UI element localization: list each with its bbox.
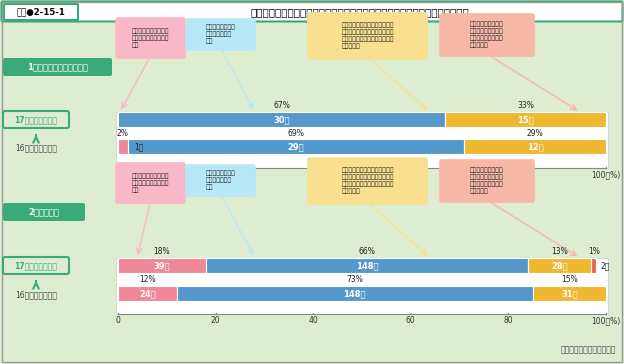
Text: 148件: 148件 — [343, 289, 366, 298]
Text: 80: 80 — [504, 170, 513, 179]
FancyBboxPatch shape — [115, 162, 185, 203]
Text: 1．施策目標（基本目標）: 1．施策目標（基本目標） — [27, 63, 88, 71]
Text: 2件: 2件 — [601, 261, 610, 270]
Text: 16年度実績評価書: 16年度実績評価書 — [15, 290, 57, 299]
Text: 想定どおりには達成
できなかった・想定
したとおりには進捗
していない: 想定どおりには達成 できなかった・想定 したとおりには進捗 していない — [470, 168, 504, 194]
Text: 60: 60 — [406, 316, 416, 325]
Text: 148件: 148件 — [356, 261, 378, 270]
Bar — [464, 139, 606, 154]
Text: 一定の成果が上がっているが、
一部については想定どおり達成
できなかった・進捗にやや遅れ
が見られる: 一定の成果が上がっているが、 一部については想定どおり達成 できなかった・進捗に… — [341, 23, 394, 49]
Bar — [116, 112, 608, 168]
Text: 想定した以上に達成・
想定した以上に順調に
進捗: 想定した以上に達成・ 想定した以上に順調に 進捗 — [132, 28, 169, 48]
Text: 39件: 39件 — [154, 261, 170, 270]
Text: 16年度実績評価書: 16年度実績評価書 — [15, 143, 57, 152]
FancyBboxPatch shape — [115, 17, 185, 59]
Text: 15件: 15件 — [517, 115, 534, 124]
Text: 15%: 15% — [561, 276, 578, 285]
Bar — [118, 258, 206, 273]
Bar — [528, 258, 592, 273]
Text: 40: 40 — [308, 170, 318, 179]
Text: 60: 60 — [406, 170, 416, 179]
FancyBboxPatch shape — [3, 203, 85, 221]
Text: 20: 20 — [211, 316, 220, 325]
Text: 想定どおり達成・
おおむね順調に
進捗: 想定どおり達成・ おおむね順調に 進捗 — [205, 171, 235, 190]
Text: 17年度実績評価書: 17年度実績評価書 — [14, 115, 57, 124]
Bar — [206, 258, 528, 273]
Text: 80: 80 — [504, 316, 513, 325]
Text: 12件: 12件 — [527, 142, 544, 151]
Bar — [592, 258, 597, 273]
FancyBboxPatch shape — [185, 165, 255, 197]
Text: 33%: 33% — [517, 102, 534, 111]
Text: 1件: 1件 — [135, 142, 144, 151]
FancyBboxPatch shape — [3, 58, 112, 76]
Text: 100（%): 100（%) — [592, 316, 621, 325]
Text: 18%: 18% — [154, 248, 170, 257]
Text: 24件: 24件 — [139, 289, 155, 298]
Text: 12%: 12% — [139, 276, 155, 285]
Text: 31件: 31件 — [561, 289, 578, 298]
Text: 100（%): 100（%) — [592, 170, 621, 179]
Text: 図表●2-15-1: 図表●2-15-1 — [17, 8, 66, 16]
Text: 0: 0 — [115, 170, 120, 179]
Text: 2%: 2% — [117, 128, 129, 138]
Text: 40: 40 — [308, 316, 318, 325]
Text: 69%: 69% — [288, 128, 305, 138]
Bar — [533, 286, 606, 301]
FancyBboxPatch shape — [185, 19, 255, 51]
Text: 文部科学省実績評価書における施策目標（基本目標）・達成目標の達成度合い: 文部科学省実績評価書における施策目標（基本目標）・達成目標の達成度合い — [251, 7, 469, 17]
Bar — [128, 139, 464, 154]
FancyBboxPatch shape — [439, 13, 535, 56]
Text: 想定した以上に達成・
想定した以上に順調に
進捗: 想定した以上に達成・ 想定した以上に順調に 進捗 — [132, 173, 169, 193]
Text: 28件: 28件 — [552, 261, 568, 270]
Text: 73%: 73% — [346, 276, 363, 285]
Text: 一定の成果が上がっているが、
一部については想定どおり達成
できなかった・進捗にやや遅れ
が見られる: 一定の成果が上がっているが、 一部については想定どおり達成 できなかった・進捗に… — [341, 168, 394, 194]
Text: 29%: 29% — [527, 128, 544, 138]
FancyBboxPatch shape — [308, 158, 427, 205]
Bar — [116, 258, 608, 314]
Bar — [118, 139, 128, 154]
FancyBboxPatch shape — [308, 12, 427, 59]
Text: 66%: 66% — [358, 248, 375, 257]
Text: 想定どおり達成・
おおむね順調に
進捗: 想定どおり達成・ おおむね順調に 進捗 — [205, 25, 235, 44]
Text: 2．達成目標: 2．達成目標 — [29, 207, 59, 217]
Text: 20: 20 — [211, 170, 220, 179]
Bar — [118, 286, 177, 301]
Text: 1%: 1% — [588, 248, 600, 257]
Text: 0: 0 — [115, 316, 120, 325]
Bar — [177, 286, 533, 301]
Text: 想定どおりには達成
できなかった・想定
したとおりには進捗
していない: 想定どおりには達成 できなかった・想定 したとおりには進捗 していない — [470, 22, 504, 48]
Text: 30件: 30件 — [273, 115, 290, 124]
Text: 13%: 13% — [551, 248, 568, 257]
Text: 29件: 29件 — [288, 142, 305, 151]
FancyBboxPatch shape — [4, 4, 78, 20]
FancyBboxPatch shape — [439, 159, 535, 202]
Bar — [118, 112, 445, 127]
FancyBboxPatch shape — [1, 1, 623, 21]
Text: 67%: 67% — [273, 102, 290, 111]
Text: （小数点以下は四捨五入）: （小数点以下は四捨五入） — [560, 345, 616, 354]
Text: 17年度実績評価書: 17年度実績評価書 — [14, 261, 57, 270]
Bar — [445, 112, 606, 127]
